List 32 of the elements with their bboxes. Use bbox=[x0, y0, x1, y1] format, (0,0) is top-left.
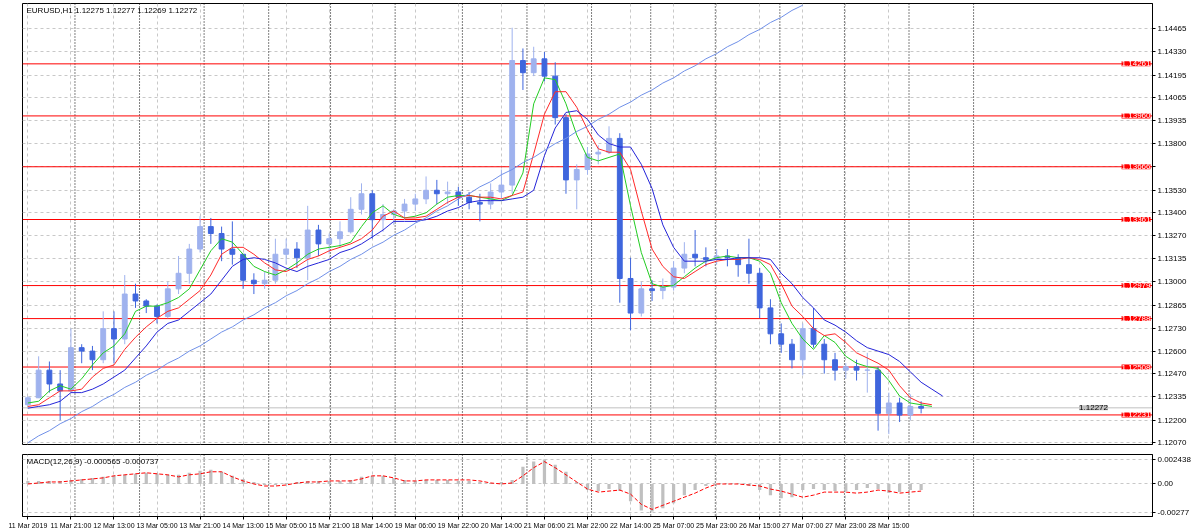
y-tick-label: -0.00277 bbox=[1157, 507, 1190, 517]
ref-line-label: 1.13361 bbox=[1121, 215, 1152, 224]
y-tick-label: 1.13135 bbox=[1157, 254, 1187, 264]
y-tick-label: 1.14065 bbox=[1157, 93, 1187, 103]
ref-line-label: 1.12979 bbox=[1121, 281, 1152, 291]
ref-line-label: 1.13960 bbox=[1121, 111, 1152, 121]
ref-line-label: 1.12231 bbox=[1121, 410, 1152, 420]
y-tick-label: 1.12070 bbox=[1157, 438, 1187, 448]
y-tick-label: 1.12730 bbox=[1157, 324, 1187, 334]
y-tick-label: 1.13530 bbox=[1157, 185, 1187, 195]
ref-line-label: 1.13666 bbox=[1121, 162, 1152, 172]
y-tick-label: 1.13800 bbox=[1157, 139, 1187, 149]
chart-title: MACD(12,26,9) -0.000565 -0.000737 bbox=[26, 456, 160, 466]
ref-line-label: 1.14261 bbox=[1121, 59, 1152, 69]
ref-line-label: 1.12272 bbox=[1079, 403, 1109, 413]
y-tick-label: 1.12600 bbox=[1157, 346, 1187, 356]
y-tick-label: 1.12335 bbox=[1157, 392, 1187, 402]
y-tick-label: 1.13270 bbox=[1157, 230, 1187, 240]
y-tick-label: 1.13400 bbox=[1157, 208, 1187, 218]
y-tick-label: 0.00 bbox=[1157, 479, 1174, 489]
y-tick-label: 1.13000 bbox=[1157, 277, 1187, 287]
y-tick-label: 0.002438 bbox=[1157, 454, 1192, 464]
y-tick-label: 1.12865 bbox=[1157, 300, 1187, 310]
y-tick-label: 1.12470 bbox=[1157, 369, 1187, 379]
ref-line-label: 1.12508 bbox=[1121, 362, 1152, 372]
chart-title: EURUSD,H1 1.12275 1.12277 1.12269 1.12272 bbox=[26, 5, 198, 15]
y-tick-label: 1.13935 bbox=[1157, 115, 1187, 125]
ref-line-label: 1.12788 bbox=[1121, 314, 1152, 324]
y-tick-label: 1.14465 bbox=[1157, 24, 1187, 34]
y-tick-label: 1.12200 bbox=[1157, 415, 1187, 425]
y-tick-label: 1.14330 bbox=[1157, 47, 1187, 57]
y-tick-label: 1.14195 bbox=[1157, 70, 1187, 80]
